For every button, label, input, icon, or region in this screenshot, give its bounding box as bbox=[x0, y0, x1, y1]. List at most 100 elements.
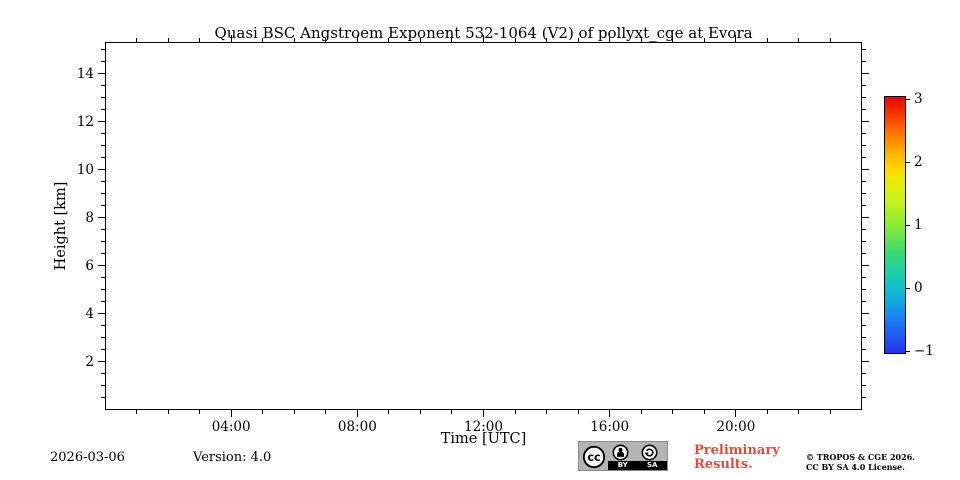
copyright-note: © TROPOS & CGE 2026. CC BY SA 4.0 Licens… bbox=[806, 452, 916, 472]
y-tick-minor bbox=[862, 49, 866, 51]
y-tick-major bbox=[862, 73, 869, 75]
y-tick-major bbox=[98, 169, 105, 171]
y-tick-major bbox=[862, 361, 869, 363]
y-tick-minor bbox=[862, 397, 866, 399]
svg-text:cc: cc bbox=[587, 451, 600, 464]
x-tick-minor bbox=[199, 38, 201, 42]
y-tick-minor bbox=[101, 337, 105, 339]
copyright-line2: CC BY SA 4.0 License. bbox=[806, 461, 905, 472]
colorbar-tick bbox=[906, 350, 910, 352]
x-tick-minor bbox=[419, 410, 421, 414]
x-tick-major bbox=[356, 410, 358, 417]
x-tick-minor bbox=[388, 410, 390, 414]
x-tick-minor bbox=[514, 410, 516, 414]
x-tick-minor bbox=[199, 410, 201, 414]
cc-sa-label: SA bbox=[647, 461, 658, 469]
y-tick-minor bbox=[862, 205, 866, 207]
x-tick-minor bbox=[640, 410, 642, 414]
y-tick-major bbox=[862, 169, 869, 171]
x-tick-label: 20:00 bbox=[716, 419, 756, 435]
y-tick-major bbox=[98, 361, 105, 363]
colorbar-tick-label: 2 bbox=[914, 154, 923, 170]
colorbar-tick-label: 3 bbox=[914, 91, 923, 107]
x-tick-minor bbox=[325, 410, 327, 414]
y-tick-minor bbox=[862, 373, 866, 375]
y-tick-minor bbox=[101, 109, 105, 111]
x-tick-minor bbox=[829, 410, 831, 414]
y-tick-major bbox=[862, 121, 869, 123]
date-label: 2026-03-06 bbox=[50, 450, 125, 465]
x-tick-minor bbox=[293, 38, 295, 42]
preliminary-line1: Preliminary bbox=[694, 443, 780, 458]
x-tick-major bbox=[609, 410, 611, 417]
y-tick-minor bbox=[862, 229, 866, 231]
x-tick-minor bbox=[672, 410, 674, 414]
x-tick-minor bbox=[419, 38, 421, 42]
x-tick-label: 08:00 bbox=[337, 419, 377, 435]
x-tick-minor bbox=[293, 410, 295, 414]
cc-logo-icon: cc bbox=[582, 445, 606, 473]
y-tick-minor bbox=[101, 385, 105, 387]
y-tick-minor bbox=[101, 241, 105, 243]
y-tick-minor bbox=[862, 349, 866, 351]
y-tick-minor bbox=[101, 301, 105, 303]
x-tick-minor bbox=[798, 38, 800, 42]
y-tick-minor bbox=[101, 349, 105, 351]
colorbar-tick bbox=[906, 161, 910, 163]
cc-by-label: BY bbox=[617, 461, 628, 469]
y-tick-minor bbox=[862, 61, 866, 63]
x-tick-label: 16:00 bbox=[590, 419, 630, 435]
x-tick-major bbox=[483, 410, 484, 417]
y-tick-minor bbox=[101, 181, 105, 183]
cc-by-person-icon bbox=[612, 444, 629, 465]
y-tick-minor bbox=[862, 193, 866, 195]
x-tick-minor bbox=[167, 38, 169, 42]
chart-title: Quasi BSC Angstroem Exponent 532-1064 (V… bbox=[214, 24, 753, 42]
y-tick-minor bbox=[862, 85, 866, 87]
colorbar-tick bbox=[906, 224, 910, 226]
y-tick-minor bbox=[101, 61, 105, 63]
version-label: Version: 4.0 bbox=[193, 450, 272, 465]
cc-band: BY SA bbox=[608, 461, 667, 470]
y-tick-minor bbox=[101, 97, 105, 99]
y-tick-minor bbox=[101, 85, 105, 87]
x-tick-minor bbox=[829, 38, 831, 42]
x-tick-minor bbox=[766, 38, 768, 42]
y-tick-major bbox=[98, 265, 105, 267]
x-tick-minor bbox=[546, 38, 548, 42]
y-tick-minor bbox=[101, 397, 105, 399]
x-tick-minor bbox=[514, 38, 516, 42]
y-tick-major bbox=[98, 121, 105, 123]
x-tick-minor bbox=[577, 38, 579, 42]
y-tick-minor bbox=[862, 133, 866, 135]
y-tick-minor bbox=[862, 253, 866, 255]
x-tick-label: 04:00 bbox=[211, 419, 251, 435]
y-tick-label: 12 bbox=[76, 113, 94, 130]
preliminary-note: Preliminary Results. bbox=[694, 444, 780, 472]
x-tick-minor bbox=[451, 38, 453, 42]
y-tick-minor bbox=[101, 157, 105, 159]
y-tick-minor bbox=[862, 289, 866, 291]
y-tick-major bbox=[98, 73, 105, 75]
y-tick-minor bbox=[862, 181, 866, 183]
x-axis-label: Time [UTC] bbox=[440, 431, 527, 447]
colorbar-tick bbox=[906, 98, 910, 100]
x-tick-minor bbox=[672, 38, 674, 42]
colorbar-tick-label: −1 bbox=[914, 343, 934, 359]
y-tick-minor bbox=[862, 325, 866, 327]
x-tick-major bbox=[230, 410, 232, 417]
y-tick-minor bbox=[862, 97, 866, 99]
x-tick-minor bbox=[766, 410, 768, 414]
y-tick-minor bbox=[101, 229, 105, 231]
copyright-line1: © TROPOS & CGE 2026. bbox=[806, 452, 916, 462]
x-tick-major bbox=[609, 35, 611, 42]
y-tick-minor bbox=[862, 145, 866, 147]
y-tick-label: 6 bbox=[85, 257, 94, 274]
y-tick-minor bbox=[862, 157, 866, 159]
y-tick-minor bbox=[101, 253, 105, 255]
y-tick-major bbox=[862, 265, 869, 267]
preliminary-line2: Results. bbox=[694, 457, 753, 472]
x-tick-minor bbox=[167, 410, 169, 414]
y-tick-minor bbox=[862, 109, 866, 111]
y-tick-minor bbox=[862, 301, 866, 303]
